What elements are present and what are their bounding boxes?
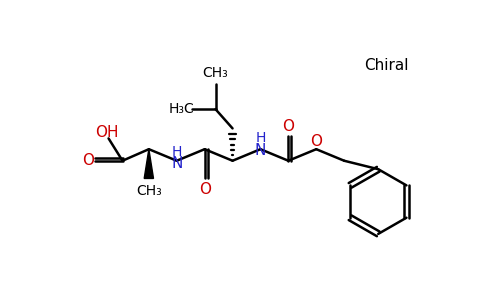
Text: O: O [282,119,294,134]
Text: O: O [310,134,322,149]
Text: CH₃: CH₃ [203,66,228,80]
Text: O: O [82,153,94,168]
Polygon shape [144,149,153,178]
Text: H: H [171,145,182,158]
Text: O: O [198,182,211,197]
Text: H₃C: H₃C [168,102,194,116]
Text: N: N [255,143,266,158]
Text: N: N [171,156,182,171]
Text: CH₃: CH₃ [136,184,162,198]
Text: Chiral: Chiral [364,58,408,73]
Text: H: H [255,131,266,146]
Text: OH: OH [95,125,119,140]
